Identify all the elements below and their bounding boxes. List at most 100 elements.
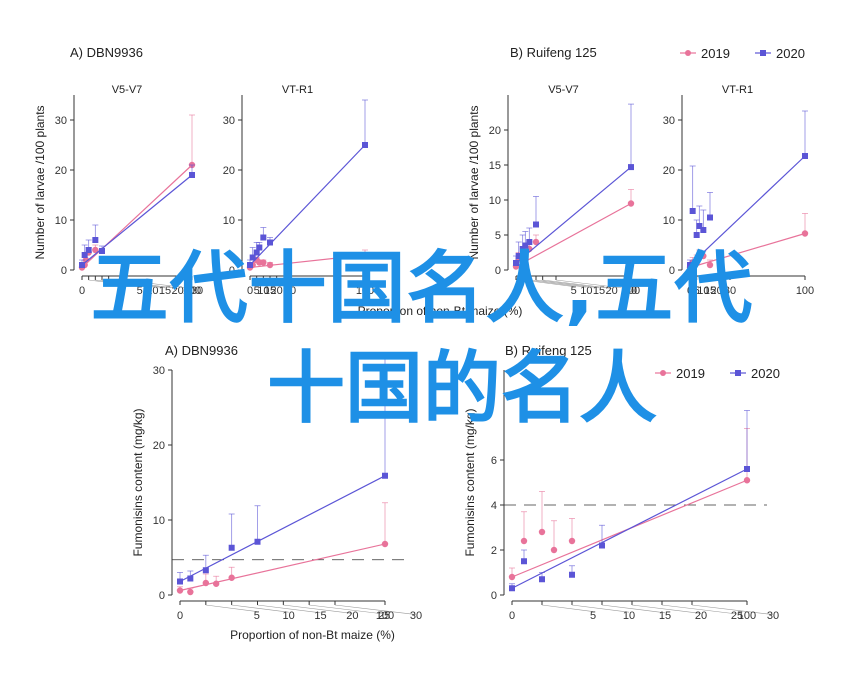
data-point-2020: [569, 571, 575, 578]
data-point-2020: [509, 585, 515, 592]
y-tick-label: 4: [491, 500, 497, 512]
data-point-2020: [700, 227, 707, 233]
x-tick-label: 30: [724, 285, 736, 297]
data-point-2020: [515, 253, 522, 259]
x-axis-label: Proportion of non-Bt maize (%): [358, 304, 523, 318]
x-axis-label: Proportion of non-Bt maize (%): [230, 628, 395, 642]
x-tick-label: 10: [257, 285, 269, 297]
x-tick-leader: [257, 604, 321, 614]
x-tick-label: 20: [271, 285, 283, 297]
data-point-2020: [744, 466, 750, 472]
data-point-2020: [599, 542, 605, 549]
x-tick-label: 5: [571, 285, 577, 297]
x-tick-label: 100: [376, 610, 394, 622]
x-tick-label: 30: [284, 285, 296, 297]
y-tick-label: 0: [61, 265, 67, 277]
data-point-2019: [228, 574, 235, 581]
data-point-2020: [689, 208, 696, 214]
data-point-2020: [253, 249, 260, 256]
x-tick-leader: [542, 279, 612, 289]
x-tick-label: 0: [509, 610, 515, 622]
x-tick-label: 30: [767, 610, 779, 622]
x-tick-label: 15: [659, 610, 671, 622]
panel-label: A) DBN9936: [70, 45, 143, 60]
x-tick-label: 10: [697, 285, 709, 297]
legend-label-2019: 2019: [676, 366, 705, 381]
data-point-2019: [693, 256, 700, 264]
data-point-2019: [212, 580, 220, 587]
data-point-2020: [247, 262, 253, 268]
x-tick-leader: [601, 604, 666, 614]
data-point-2020: [254, 538, 261, 545]
data-point-2019: [202, 579, 210, 587]
overlay-text-line-2: 十国的名人: [266, 344, 657, 434]
x-tick-label: 25: [378, 610, 390, 622]
x-tick-label: 5: [590, 610, 596, 622]
y-tick-label: 10: [489, 195, 501, 207]
y-tick-label: 20: [663, 165, 675, 177]
data-point-2019: [568, 537, 576, 545]
data-point-2020: [802, 153, 808, 159]
data-point-2019: [176, 587, 184, 594]
x-tick-leader: [535, 279, 600, 289]
data-point-2020: [249, 254, 256, 261]
y-tick-label: 20: [223, 165, 235, 177]
series-line-2020: [511, 468, 748, 589]
x-tick-leader: [108, 279, 178, 289]
x-tick-label: 30: [625, 285, 637, 297]
data-point-2020: [202, 567, 209, 574]
x-tick-label: 100: [796, 285, 814, 297]
legend-marker-2019: [685, 50, 691, 56]
x-tick-leader: [661, 604, 738, 615]
legend-label-2020: 2020: [776, 46, 805, 61]
data-point-2020: [187, 575, 194, 582]
x-tick-leader: [522, 279, 574, 287]
x-tick-leader: [529, 279, 587, 288]
x-tick-leader: [631, 604, 702, 614]
data-point-2019: [381, 540, 389, 548]
data-point-2020: [256, 244, 263, 251]
x-tick-label: 15: [314, 610, 326, 622]
x-tick-leader: [334, 604, 417, 615]
x-tick-label: 30: [410, 610, 422, 622]
data-point-2020: [92, 237, 99, 243]
data-point-2020: [513, 260, 519, 266]
data-point-2020: [79, 262, 85, 268]
x-tick-label: 10: [580, 285, 592, 297]
x-tick-label: 15: [159, 285, 171, 297]
data-point-2020: [85, 247, 92, 253]
x-tick-label: 0: [177, 610, 183, 622]
y-tick-label: 15: [489, 160, 501, 172]
x-tick-label: 20: [172, 285, 184, 297]
data-point-2020: [260, 234, 267, 241]
x-tick-leader: [231, 604, 289, 613]
x-tick-leader: [205, 604, 257, 612]
x-tick-leader: [95, 279, 153, 288]
data-point-2019: [743, 477, 751, 484]
panel-label: B) Ruifeng 125: [510, 45, 597, 60]
legend-marker-2019: [660, 370, 666, 376]
x-tick-leader: [555, 279, 632, 290]
x-tick-label: 20: [695, 610, 707, 622]
x-tick-leader: [283, 604, 353, 614]
x-tick-label: 15: [593, 285, 605, 297]
x-tick-label: 15: [264, 285, 276, 297]
overlay-text-line-1: 五代十国名人,五代: [90, 244, 754, 334]
y-tick-label: 20: [489, 125, 501, 137]
data-point-2019: [266, 261, 274, 269]
data-point-2019: [92, 246, 99, 254]
y-axis-label: Number of larvae /100 plants: [467, 105, 481, 259]
data-point-2019: [187, 588, 194, 596]
x-tick-leader: [88, 279, 140, 287]
data-point-2020: [177, 578, 183, 585]
y-tick-label: 2: [491, 545, 497, 557]
data-point-2019: [550, 546, 558, 554]
data-point-2020: [687, 262, 693, 268]
y-axis-label: Number of larvae /100 plants: [33, 105, 47, 259]
data-point-2020: [521, 558, 527, 565]
series-line-2019: [179, 543, 386, 592]
panel-label: B) Ruifeng 125: [505, 343, 592, 358]
chart-title: VT-R1: [282, 84, 313, 96]
legend-marker-2020: [760, 50, 766, 56]
